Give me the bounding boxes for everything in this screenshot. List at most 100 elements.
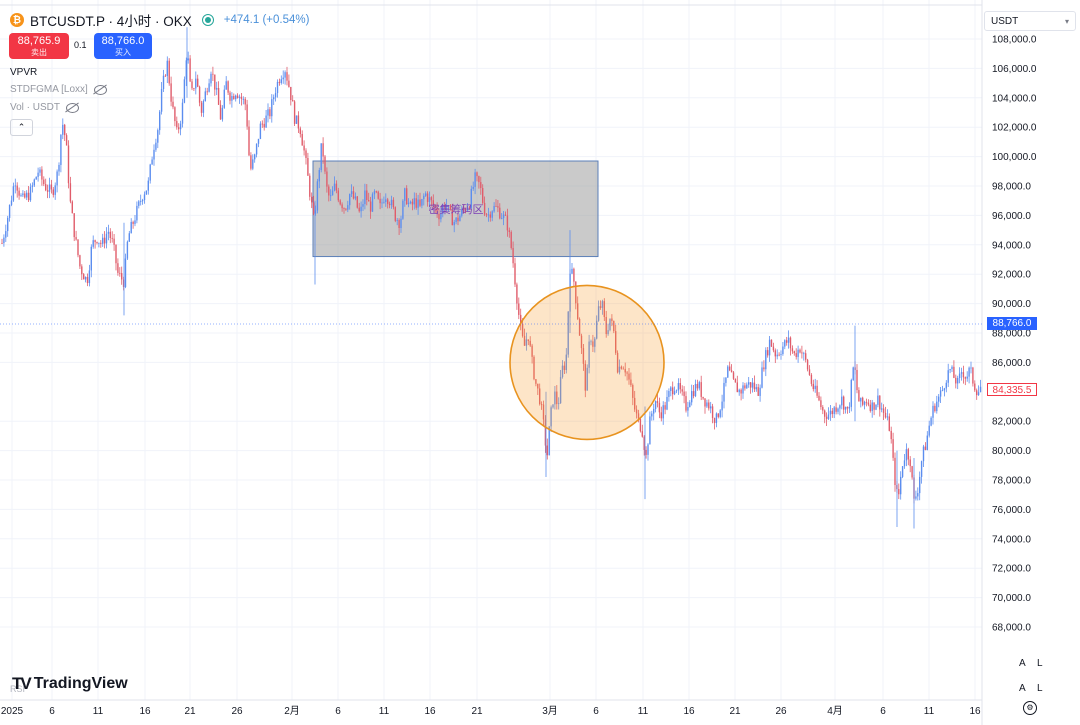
candle [641,424,643,438]
time-tick-label: 11 [924,706,935,717]
candle [704,398,706,414]
candle [677,378,680,395]
symbol-header[interactable]: ₿ BTCUSDT.P · 4小时 · OKX +474.1 (+0.54%) [10,10,309,30]
candle [248,120,250,157]
candle [324,154,326,175]
candle [979,379,982,393]
log-scale-button-bottom[interactable]: L [1037,683,1043,694]
chart-settings-icon[interactable]: ⚙ [1023,701,1037,715]
candle [542,400,545,426]
indicator-volume[interactable]: Vol · USDT [10,102,80,113]
collapse-indicators-button[interactable]: ⌃ [10,119,33,136]
candle [919,471,921,501]
highlight-circle[interactable] [509,284,665,441]
candle [373,189,376,200]
candle [447,205,450,212]
candle [442,203,444,218]
symbol-title[interactable]: BTCUSDT.P · 4小时 · OKX [30,14,192,29]
indicator-vpvr[interactable]: VPVR [10,67,37,78]
candle [877,388,879,408]
candle [419,192,421,208]
candle [736,375,738,393]
auto-scale-button-bottom[interactable]: A [1019,683,1026,694]
candle [159,109,161,135]
candle [160,82,163,115]
candle [385,193,387,207]
candle [858,387,860,402]
candle [558,397,560,410]
candle [381,198,383,209]
price-tick-label: 72,000.0 [992,564,1031,575]
candle [710,401,712,414]
candle [520,308,522,331]
price-axis[interactable]: 108,000.0 106,000.0 104,000.0 102,000.0 100,… [992,35,1037,634]
candle [96,241,98,245]
candle [236,93,239,99]
buy-button[interactable]: 88,766.0 买入 [94,33,152,59]
candle [225,76,227,90]
price-tick-label: 104,000.0 [992,93,1037,104]
candle [297,111,300,133]
candle [369,196,372,219]
candle [972,366,974,387]
candle [50,179,53,194]
candle [662,401,664,425]
candle [174,106,176,127]
candle [366,184,368,206]
candle [620,365,623,370]
candle [451,203,453,226]
candle [54,182,56,200]
hidden-eye-icon[interactable] [66,102,80,113]
time-tick-label: 6 [49,706,55,717]
candle [873,402,875,416]
time-tick-label: 3月 [542,705,558,717]
candle [791,345,794,354]
sell-button[interactable]: 88,765.9 卖出 [9,33,69,59]
candle [578,317,581,336]
candle [273,94,275,106]
candle [789,336,792,356]
hidden-eye-icon[interactable] [93,84,107,95]
candle [696,379,699,391]
candle [316,178,319,214]
candle [90,244,92,278]
candle [162,69,165,93]
price-tick-label: 92,000.0 [992,270,1031,281]
log-scale-button[interactable]: L [1037,658,1043,669]
candle [698,380,700,391]
rsi-label: RSI [10,684,26,694]
candle [483,196,486,217]
time-tick-label: 16 [424,706,436,717]
candle [926,431,928,451]
candle [301,130,303,146]
currency-select[interactable]: USDT ▾ [984,11,1076,31]
candle [102,233,104,247]
candle [166,56,168,84]
candle [438,208,440,227]
candle [35,176,37,180]
candle [387,197,389,209]
candle [561,360,564,379]
candle [964,376,966,386]
candle [721,394,723,418]
candle [630,372,632,387]
indicator-stdfgma[interactable]: STDFGMA [Loxx] [10,84,107,95]
candle [806,358,809,372]
candle [856,364,858,394]
spread-value: 0.1 [74,40,87,50]
candle [540,401,543,410]
candle [554,385,556,410]
candle [24,191,26,199]
candle [379,192,381,210]
candle [168,58,170,86]
candle [605,310,607,338]
candle [647,443,649,461]
tradingview-logo[interactable]: TV TradingView [12,674,128,694]
candle [635,405,638,419]
candle [8,204,11,222]
auto-scale-button[interactable]: A [1019,658,1026,669]
time-axis[interactable]: 2025 6 11 16 21 26 2月 6 11 16 21 3月 6 11 16 21 26 4月 6 11 16 [1,705,981,717]
candle [668,388,670,402]
candle [772,342,775,353]
